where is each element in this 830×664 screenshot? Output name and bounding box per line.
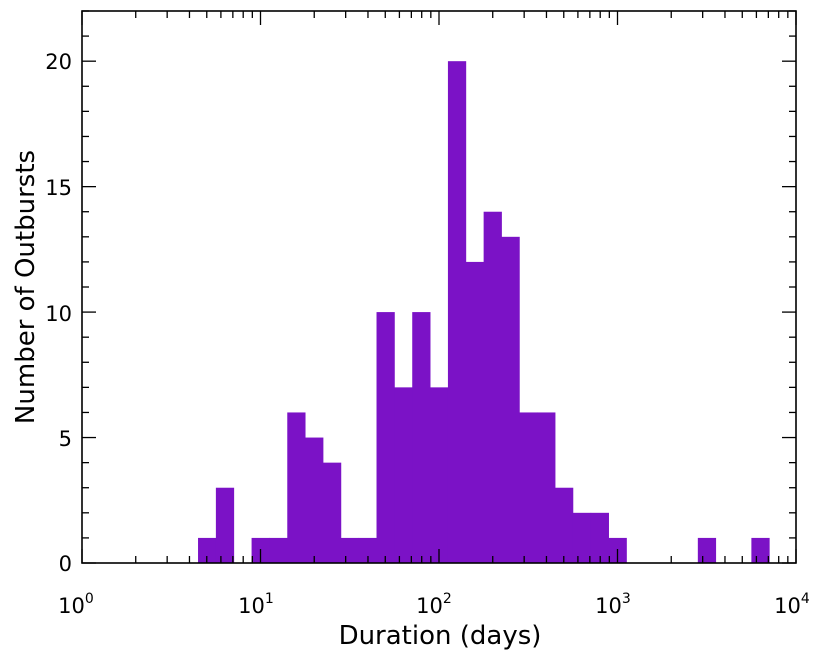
minor-ticks xyxy=(82,10,796,563)
histogram-bar xyxy=(751,537,770,563)
x-axis-label: Duration (days) xyxy=(339,621,542,651)
histogram-bar xyxy=(501,236,520,563)
x-tick-label-3: 103 xyxy=(595,591,631,618)
y-tick-label-20: 20 xyxy=(45,50,72,74)
histogram-bar xyxy=(590,512,609,563)
histogram-bar xyxy=(537,412,556,563)
histogram-bar xyxy=(412,312,431,563)
histogram-bar xyxy=(322,462,342,563)
histogram-bar xyxy=(269,537,288,563)
histogram-bar xyxy=(215,487,235,563)
histogram-bar xyxy=(358,537,377,563)
y-axis-label: Number of Outbursts xyxy=(11,150,41,424)
y-tick-label-10: 10 xyxy=(45,302,72,326)
x-tick-labels: 100 101 102 103 104 xyxy=(58,591,810,618)
x-tick-label-0: 100 xyxy=(58,591,94,618)
histogram-bar xyxy=(555,487,574,563)
histogram-bar xyxy=(394,387,413,563)
histogram-bar xyxy=(483,211,502,564)
x-tick-label-4: 104 xyxy=(774,591,810,618)
histogram-bar xyxy=(198,537,217,563)
x-tick-label-2: 102 xyxy=(416,591,452,618)
histogram-bar xyxy=(340,537,360,563)
histogram-bar xyxy=(305,437,324,563)
y-tick-labels: 0 5 10 15 20 xyxy=(45,50,72,576)
x-tick-label-1: 101 xyxy=(238,591,274,618)
histogram-bar xyxy=(287,412,306,563)
y-tick-label-5: 5 xyxy=(59,427,72,451)
plot-frame xyxy=(81,10,797,564)
y-tick-label-15: 15 xyxy=(45,176,72,200)
histogram-bars xyxy=(198,61,770,564)
histogram-bar xyxy=(376,312,395,563)
histogram-bar xyxy=(465,261,485,563)
histogram-bar xyxy=(430,387,449,563)
histogram-bar xyxy=(447,61,467,564)
histogram-bar xyxy=(519,412,538,563)
histogram-bar xyxy=(572,512,592,563)
y-tick-label-0: 0 xyxy=(59,552,72,576)
histogram-bar xyxy=(697,537,717,563)
